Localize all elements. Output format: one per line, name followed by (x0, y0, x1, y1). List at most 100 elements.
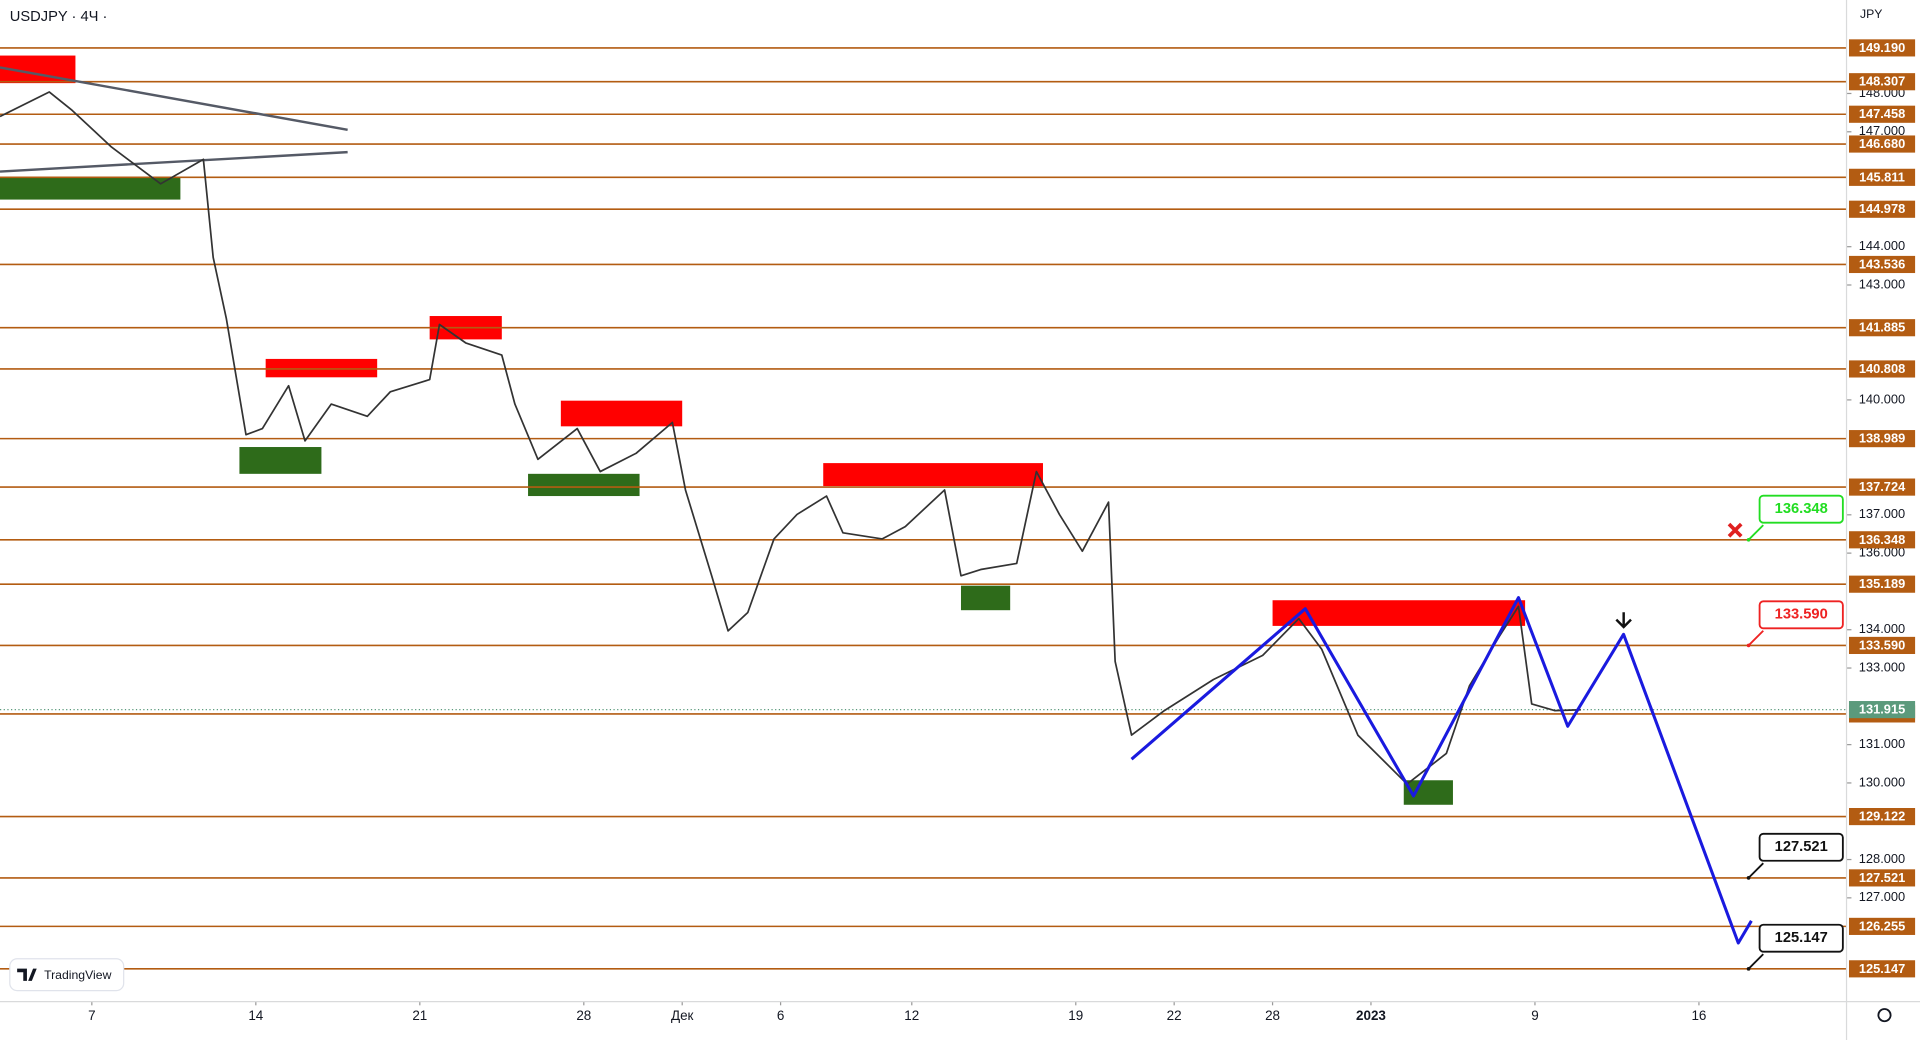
level-label-box (1848, 105, 1916, 123)
x-tick-label: 28 (576, 1008, 591, 1023)
level-label: 146.680 (1859, 136, 1905, 151)
level-label-box (1848, 255, 1916, 274)
zone (960, 585, 1011, 611)
level-label-box (1848, 917, 1916, 935)
callout-box (1758, 832, 1844, 862)
branding[interactable]: TradingView (44, 968, 111, 982)
zone (823, 463, 1043, 487)
level-label: 143.536 (1859, 256, 1905, 271)
trendline (0, 66, 348, 132)
settings-icon[interactable] (1877, 1008, 1892, 1023)
callout-label: 127.521 (1775, 839, 1828, 855)
y-tick-label: 134.000 (1859, 621, 1905, 636)
level-label: 129.122 (1859, 809, 1905, 824)
callout-anchor (1746, 966, 1751, 971)
level-label-box (1848, 478, 1916, 496)
x-tick-label: 9 (1531, 1008, 1538, 1023)
level-label-box (1848, 636, 1916, 655)
level-label-box (1848, 531, 1916, 549)
level-label: 148.307 (1859, 74, 1905, 89)
zone (528, 473, 640, 497)
x-tick-label: 7 (88, 1008, 95, 1023)
logo-icon (17, 968, 37, 981)
level-label: 135.189 (1859, 576, 1905, 591)
level-label: 127.521 (1859, 870, 1905, 885)
zone (560, 400, 683, 427)
level-label: 133.590 (1859, 637, 1905, 652)
x-tick-label: 19 (1068, 1008, 1083, 1023)
callout-label: 136.348 (1775, 501, 1828, 517)
level-label-box (1848, 168, 1916, 186)
callout-label: 133.590 (1775, 607, 1828, 623)
cross-marker (1727, 522, 1743, 538)
level-label: 126.255 (1859, 918, 1905, 933)
level-label-box (1848, 200, 1916, 218)
level-label-box (1848, 575, 1916, 593)
level-label: 138.989 (1859, 431, 1905, 446)
callout-pointer (1747, 953, 1764, 970)
x-tick-label: 16 (1691, 1008, 1706, 1023)
x-tick-label: 14 (248, 1008, 263, 1023)
y-tick-label: 131.000 (1859, 736, 1905, 751)
callout-box (1758, 600, 1844, 630)
x-tick-label: 6 (777, 1008, 784, 1023)
level-label: 145.811 (1859, 169, 1905, 184)
price-line (0, 91, 1581, 785)
current-price-box (1848, 701, 1916, 719)
level-label-box (1848, 430, 1916, 448)
callout-pointer (1747, 862, 1764, 879)
callout-anchor (1746, 537, 1751, 542)
level-label-box (1848, 135, 1916, 153)
level-label: 136.348 (1859, 532, 1905, 547)
y-tick-label: 143.000 (1859, 276, 1905, 291)
callout-pointer (1747, 630, 1764, 647)
x-tick-label: 12 (904, 1008, 919, 1023)
callout-box (1758, 494, 1844, 524)
current-price-label: 131.915 (1859, 702, 1905, 717)
y-tick-label: 127.000 (1859, 889, 1905, 904)
level-label: 149.190 (1859, 40, 1905, 55)
zone (1272, 600, 1526, 626)
x-tick-label: 22 (1167, 1008, 1182, 1023)
level-label-box (1848, 319, 1916, 337)
zone (239, 447, 322, 474)
level-label: 144.978 (1859, 201, 1905, 216)
symbol-title: USDJPY · 4Ч · (10, 9, 108, 25)
level-label: 140.808 (1859, 361, 1905, 376)
level-label-box (1848, 360, 1916, 378)
x-tick-label: 21 (412, 1008, 427, 1023)
level-label-box (1848, 807, 1916, 826)
callout-anchor (1746, 643, 1751, 648)
level-label: 141.885 (1859, 320, 1905, 335)
level-label: 147.458 (1859, 106, 1905, 121)
x-tick-label: 28 (1265, 1008, 1280, 1023)
currency[interactable]: JPY (1860, 7, 1882, 21)
x-tick-label: 2023 (1356, 1008, 1386, 1023)
callout-anchor (1746, 876, 1751, 880)
callout-pointer (1747, 524, 1764, 541)
y-tick-label: 128.000 (1859, 851, 1905, 866)
zone (265, 358, 378, 378)
x-tick-label: Дек (671, 1008, 694, 1023)
y-tick-label: 133.000 (1859, 659, 1905, 674)
zone (0, 177, 181, 200)
y-tick-label: 137.000 (1859, 506, 1905, 521)
level-label: 125.147 (1859, 961, 1905, 976)
y-tick-label: 144.000 (1859, 238, 1905, 253)
trendline (0, 150, 348, 173)
y-tick-label: 147.000 (1859, 123, 1905, 138)
level-label-box (1848, 869, 1916, 887)
callout-label: 125.147 (1775, 930, 1828, 946)
y-tick-label: 140.000 (1859, 391, 1905, 406)
level-label-box (1848, 960, 1916, 978)
down-arrow (1615, 612, 1632, 629)
y-tick-label: 130.000 (1859, 774, 1905, 789)
logo-box[interactable] (9, 958, 125, 992)
level-label-box (1848, 39, 1916, 57)
plot: 148.000147.000144.000143.000140.000137.0… (0, 39, 1916, 1023)
projection-path (1130, 596, 1753, 945)
callout-box (1758, 923, 1844, 953)
